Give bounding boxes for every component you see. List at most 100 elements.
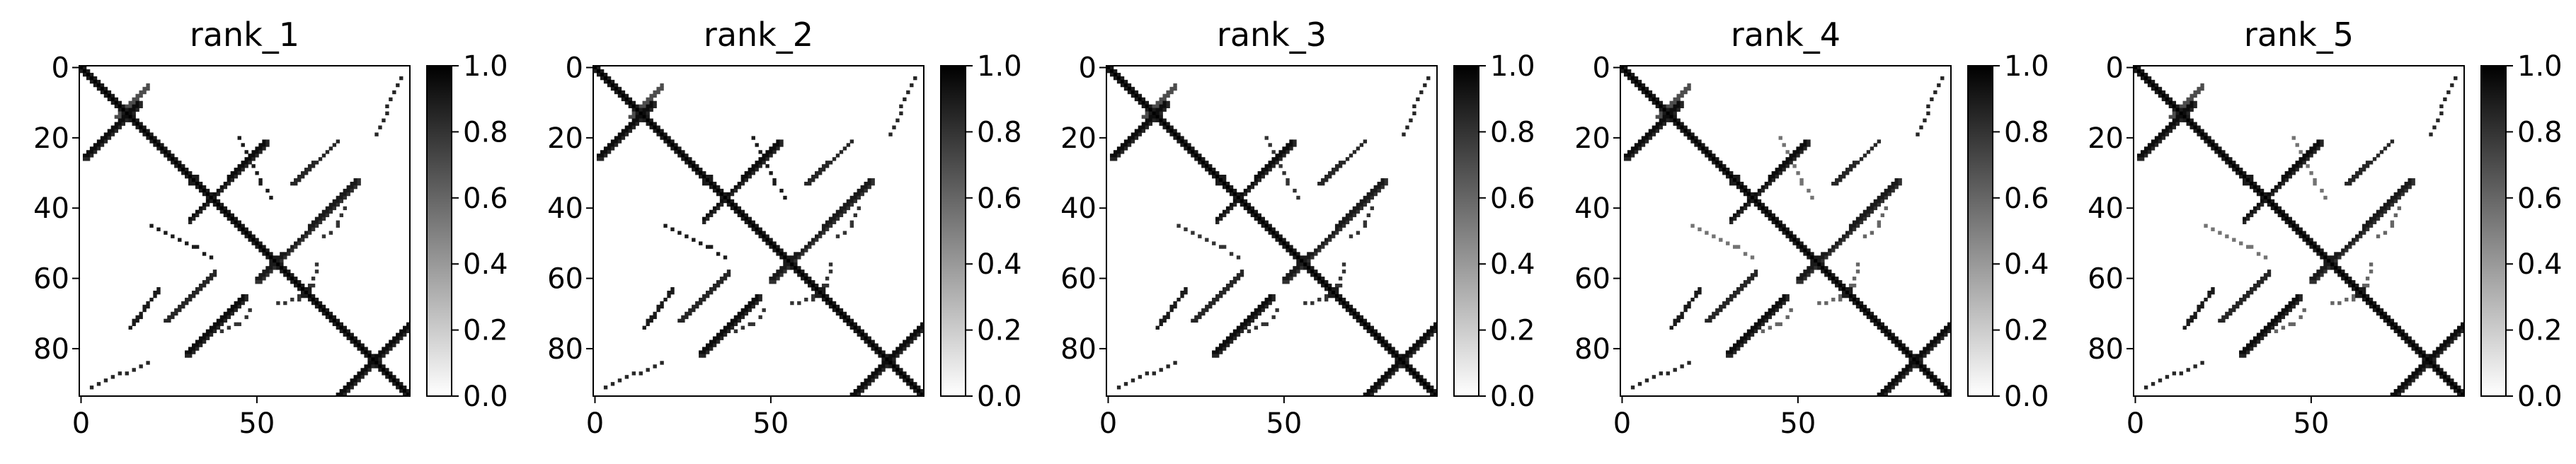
heatmap-cell bbox=[1746, 202, 1751, 207]
heatmap-cell bbox=[1327, 284, 1332, 288]
heatmap-cell bbox=[1271, 297, 1276, 302]
heatmap-cell bbox=[389, 347, 393, 351]
heatmap-cell bbox=[1831, 248, 1836, 253]
heatmap-cell bbox=[1771, 311, 1775, 316]
heatmap-cell bbox=[1261, 220, 1265, 224]
heatmap-cell bbox=[1303, 255, 1307, 260]
heatmap-cell bbox=[1166, 315, 1170, 320]
heatmap-cell bbox=[631, 100, 636, 105]
heatmap-cell bbox=[2446, 382, 2451, 386]
heatmap-cell bbox=[660, 86, 664, 91]
heatmap-cell bbox=[814, 294, 819, 298]
heatmap-cell bbox=[1138, 97, 1143, 102]
heatmap-cell bbox=[892, 357, 896, 361]
heatmap-cell bbox=[2245, 181, 2250, 186]
heatmap-cell bbox=[1891, 188, 1895, 193]
heatmap-cell bbox=[811, 297, 815, 302]
heatmap-cell bbox=[621, 97, 626, 102]
heatmap-cell bbox=[719, 280, 724, 284]
heatmap-cell bbox=[146, 132, 150, 137]
y-tick-label: 40 bbox=[2088, 192, 2124, 225]
heatmap-cell bbox=[2197, 125, 2201, 129]
heatmap-cell bbox=[311, 277, 316, 281]
heatmap-cell bbox=[811, 175, 815, 179]
heatmap-cell bbox=[1254, 216, 1259, 221]
heatmap-cell bbox=[825, 227, 830, 231]
heatmap-cell bbox=[1641, 86, 1646, 91]
heatmap-cell bbox=[2390, 199, 2395, 204]
heatmap-cell bbox=[733, 322, 738, 327]
heatmap-cell bbox=[1852, 220, 1857, 224]
heatmap-cell bbox=[202, 280, 207, 284]
heatmap-cell bbox=[2299, 157, 2303, 161]
heatmap-cell bbox=[262, 252, 266, 256]
heatmap-cell bbox=[1412, 371, 1416, 376]
heatmap-cell bbox=[607, 150, 612, 154]
heatmap-cell bbox=[2288, 168, 2292, 172]
heatmap-cell bbox=[2386, 318, 2391, 323]
heatmap-cell bbox=[382, 118, 386, 122]
heatmap-cell bbox=[304, 234, 309, 238]
heatmap-cell bbox=[219, 318, 224, 323]
heatmap-cell bbox=[1120, 150, 1125, 154]
heatmap-cell bbox=[783, 269, 787, 274]
heatmap-cell bbox=[1148, 111, 1152, 115]
heatmap-cell bbox=[772, 150, 777, 154]
heatmap-cell bbox=[1141, 115, 1146, 119]
heatmap-cell bbox=[835, 216, 840, 221]
y-tick-label: 40 bbox=[1574, 192, 1610, 225]
heatmap-cell bbox=[191, 350, 196, 354]
heatmap-cell bbox=[1641, 139, 1646, 144]
heatmap-cell bbox=[1855, 161, 1860, 165]
heatmap-cell bbox=[209, 332, 214, 337]
heatmap-cell bbox=[860, 188, 864, 193]
heatmap-cell bbox=[712, 209, 717, 214]
heatmap-cell bbox=[751, 224, 755, 228]
heatmap-cell bbox=[2313, 245, 2317, 249]
heatmap-cell bbox=[1169, 125, 1174, 129]
heatmap-cell bbox=[1694, 294, 1698, 298]
heatmap-cell bbox=[899, 347, 903, 351]
heatmap-cell bbox=[198, 336, 203, 340]
heatmap-cell bbox=[1705, 150, 1709, 154]
heatmap-cell bbox=[653, 122, 657, 126]
heatmap-cell bbox=[1644, 132, 1649, 137]
heatmap-cell bbox=[1680, 90, 1684, 95]
heatmap-cell bbox=[758, 234, 762, 238]
heatmap-cell bbox=[350, 340, 354, 344]
heatmap-cell bbox=[2408, 382, 2412, 386]
heatmap-cell bbox=[1789, 308, 1793, 313]
heatmap-cell bbox=[716, 206, 721, 211]
heatmap-cell bbox=[1212, 168, 1216, 172]
heatmap-cell bbox=[1637, 143, 1642, 147]
heatmap-cell bbox=[2189, 122, 2194, 126]
heatmap-cell bbox=[269, 262, 273, 267]
heatmap-cell bbox=[1395, 364, 1399, 369]
colorbar-tick-label: 0.8 bbox=[1490, 116, 1535, 149]
heatmap-cell bbox=[786, 262, 791, 267]
heatmap-cell bbox=[2432, 357, 2437, 361]
heatmap-cell bbox=[1708, 315, 1712, 320]
heatmap-cell bbox=[2193, 100, 2197, 105]
heatmap-cell bbox=[1651, 100, 1656, 105]
heatmap-cell bbox=[2299, 234, 2303, 238]
heatmap-cell bbox=[353, 343, 357, 347]
heatmap-cell bbox=[2252, 181, 2257, 186]
heatmap-cell bbox=[86, 72, 91, 77]
heatmap-cell bbox=[1712, 315, 1716, 320]
heatmap-cell bbox=[1356, 311, 1361, 316]
heatmap-cell bbox=[212, 273, 217, 277]
heatmap-cell bbox=[1412, 104, 1416, 109]
heatmap-cell bbox=[1162, 108, 1167, 112]
heatmap-cell bbox=[2182, 100, 2187, 105]
heatmap-cell bbox=[1926, 343, 1930, 347]
heatmap-cell bbox=[2323, 255, 2328, 260]
heatmap-cell bbox=[2390, 202, 2395, 207]
heatmap-cell bbox=[821, 168, 826, 172]
heatmap-cell bbox=[1366, 199, 1371, 204]
heatmap-cell bbox=[748, 175, 752, 179]
colorbar-tick-label: 1.0 bbox=[1490, 50, 1535, 83]
heatmap-cell bbox=[646, 118, 650, 122]
heatmap-cell bbox=[1810, 269, 1814, 274]
heatmap-cell bbox=[1331, 294, 1336, 298]
